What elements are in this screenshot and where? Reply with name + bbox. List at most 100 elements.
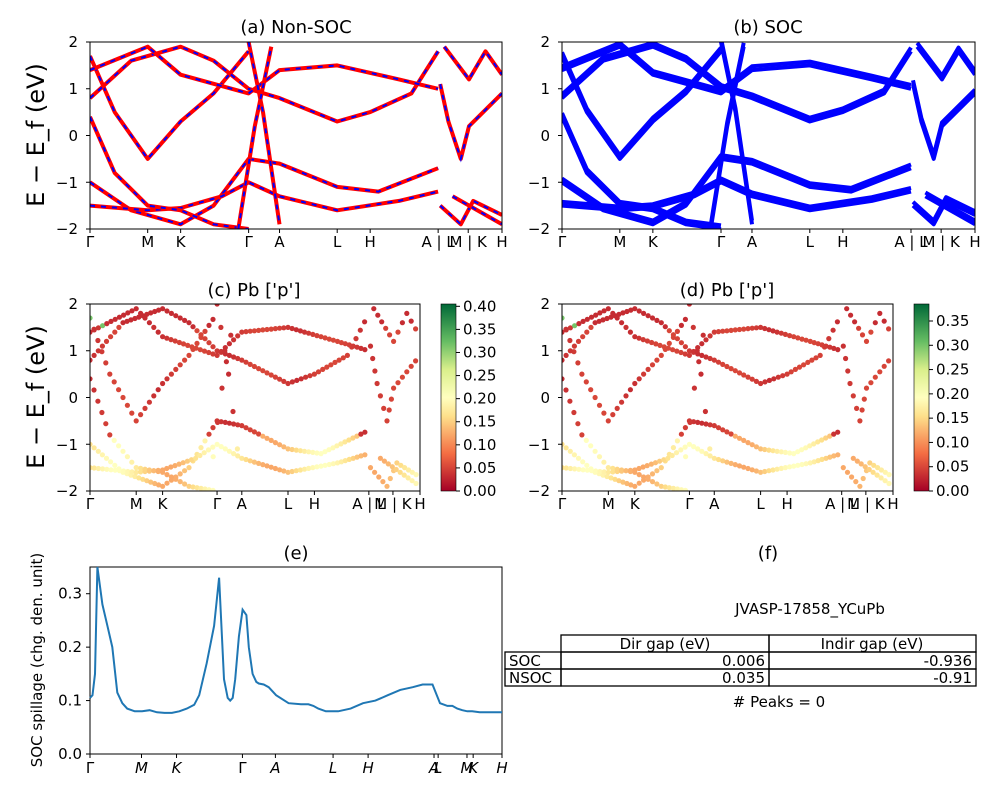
panel-f: (f) JVASP-17858_YCuPb Dir gap (eV) Indir…: [504, 543, 977, 711]
soc-band-split: [911, 79, 975, 158]
projection-point: [778, 330, 784, 336]
projection-point: [636, 472, 642, 478]
projection-point: [863, 385, 870, 391]
soc-band-split: [708, 42, 746, 226]
projection-point: [176, 339, 182, 346]
projection-point: [787, 333, 793, 339]
projection-point: [95, 398, 101, 404]
projection-point: [251, 363, 257, 370]
projection-point: [674, 336, 681, 342]
projection-point: [648, 461, 655, 467]
projection-point: [678, 431, 685, 437]
panel-c-ylabel: E − E_f (eV): [22, 325, 50, 469]
projection-point: [125, 310, 131, 316]
projection-point: [120, 394, 126, 401]
xtick-label: Γ: [86, 495, 95, 513]
projection-point: [678, 447, 684, 453]
projection-point: [226, 371, 232, 377]
projection-point: [160, 483, 166, 489]
projection-point: [636, 335, 642, 341]
projection-point: [318, 463, 324, 469]
xtick-label: A: [274, 233, 285, 251]
projection-point: [597, 310, 603, 316]
projection-point: [563, 327, 569, 333]
projection-point: [661, 344, 667, 350]
projection-point: [125, 468, 131, 475]
projection-point: [654, 468, 660, 474]
projection-point: [164, 335, 170, 341]
nonsoc-band-dash: [247, 42, 281, 225]
projection-point: [210, 351, 216, 357]
projection-point: [168, 310, 174, 316]
projection-point: [357, 327, 363, 333]
projection-point: [819, 456, 825, 462]
projection-point: [210, 444, 216, 450]
projection-point: [632, 306, 638, 312]
projection-point: [592, 320, 598, 326]
projection-point: [627, 329, 634, 335]
projection-point: [186, 465, 192, 471]
table-cell-dir: 0.035: [722, 669, 765, 687]
panel-e-xticks: Γ M K Γ A L H AL MK H: [86, 754, 508, 777]
projection-point: [766, 327, 772, 333]
projection-point: [129, 410, 135, 416]
panel-e-title: (e): [283, 543, 308, 564]
projection-point: [133, 469, 139, 475]
projection-point: [91, 327, 97, 333]
projection-point: [862, 464, 868, 470]
projection-point: [371, 306, 377, 312]
xtick-label: L: [333, 233, 342, 251]
panel-c-colorbar: [440, 303, 457, 492]
projection-point: [318, 451, 324, 457]
projection-point: [831, 431, 837, 437]
projection-point: [834, 319, 841, 325]
projection-point: [334, 460, 341, 466]
table-cell-indir: -0.936: [924, 652, 972, 670]
projection-point: [840, 465, 846, 471]
projection-point: [301, 329, 308, 335]
projection-point: [604, 315, 610, 322]
ytick: −1: [528, 174, 550, 192]
projection-point: [334, 443, 340, 449]
projection-point: [830, 327, 836, 333]
projection-point: [260, 462, 266, 468]
projection-point: [567, 465, 574, 472]
colorbar-label: 0.15: [936, 409, 969, 427]
projection-point: [724, 429, 730, 435]
projection-point: [575, 360, 581, 366]
nonsoc-band: [90, 180, 439, 213]
projection-point: [610, 465, 616, 471]
panel-b-bands: [562, 42, 975, 229]
projection-point: [641, 310, 647, 316]
projection-point: [95, 325, 101, 331]
gap-table: [504, 634, 977, 687]
xtick-label: H: [969, 233, 980, 251]
projection-point: [787, 450, 793, 456]
projection-point: [307, 373, 313, 379]
projection-point: [121, 468, 127, 474]
projection-point: [674, 348, 680, 354]
projection-point: [160, 334, 166, 340]
xtick-label: M | K: [374, 495, 413, 513]
projection-point: [285, 469, 291, 475]
projection-point: [182, 481, 188, 487]
xtick-label: H: [496, 233, 507, 251]
xtick-label: L: [434, 759, 442, 777]
xtick-label: A: [709, 495, 720, 513]
projection-point: [665, 455, 671, 461]
projection-point: [342, 458, 348, 464]
projection-point: [644, 463, 650, 469]
projection-point: [653, 341, 659, 347]
peaks-count: # Peaks = 0: [733, 693, 825, 711]
projection-point: [715, 456, 722, 463]
ytick: 1: [68, 342, 78, 360]
projection-point: [146, 399, 152, 405]
projection-point: [260, 368, 266, 374]
projection-point: [251, 459, 257, 465]
colorbar-label: 0.05: [936, 458, 969, 476]
xtick-label: A | L: [422, 233, 456, 251]
projection-point: [673, 450, 680, 456]
projection-point: [866, 466, 872, 473]
projection-point: [845, 368, 851, 374]
projection-point: [372, 469, 378, 475]
